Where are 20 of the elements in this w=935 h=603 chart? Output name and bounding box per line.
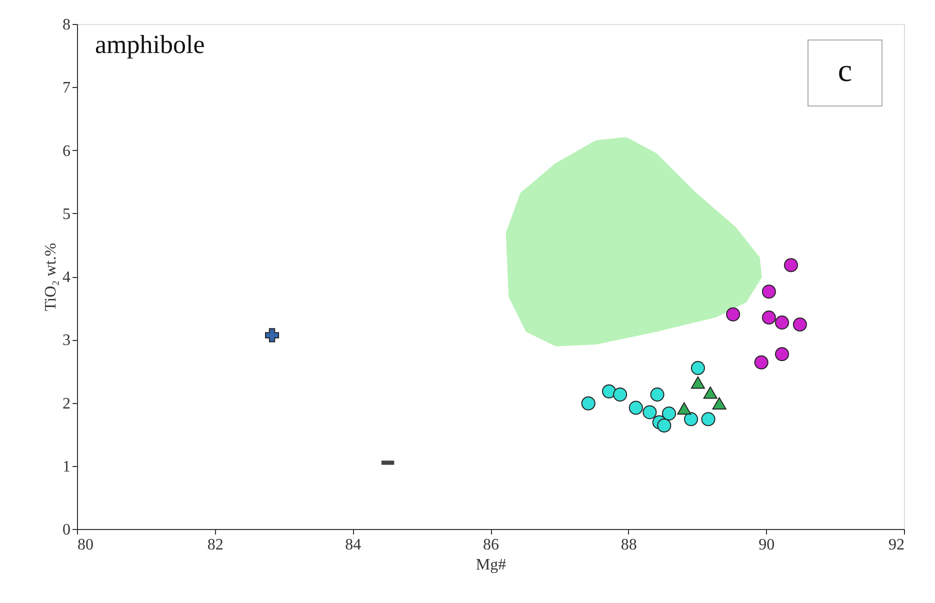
y-tick-label: 2	[62, 395, 70, 412]
x-tick-label: 82	[207, 536, 224, 554]
x-tick-label: 86	[483, 536, 499, 554]
x-tick-label: 92	[888, 536, 904, 554]
x-tick-label: 90	[758, 536, 775, 554]
y-axis-title: TiO₂ wt.%	[42, 242, 60, 312]
annotation: c	[838, 52, 852, 88]
y-tick-label: 1	[62, 458, 70, 476]
y-tick-label: 0	[62, 522, 70, 538]
x-tick-label: 84	[345, 536, 362, 554]
y-tick-label: 3	[62, 332, 70, 350]
annotation: amphibole	[95, 30, 205, 59]
x-tick-label: 88	[620, 536, 637, 554]
y-tick-label: 6	[62, 142, 70, 160]
x-tick-label: 80	[78, 536, 94, 554]
x-axis-title: Mg#	[476, 556, 506, 574]
y-tick-label: 5	[62, 206, 70, 223]
y-tick-label: 8	[62, 16, 70, 34]
y-tick-label: 4	[62, 269, 70, 286]
y-tick-label: 7	[62, 80, 70, 97]
